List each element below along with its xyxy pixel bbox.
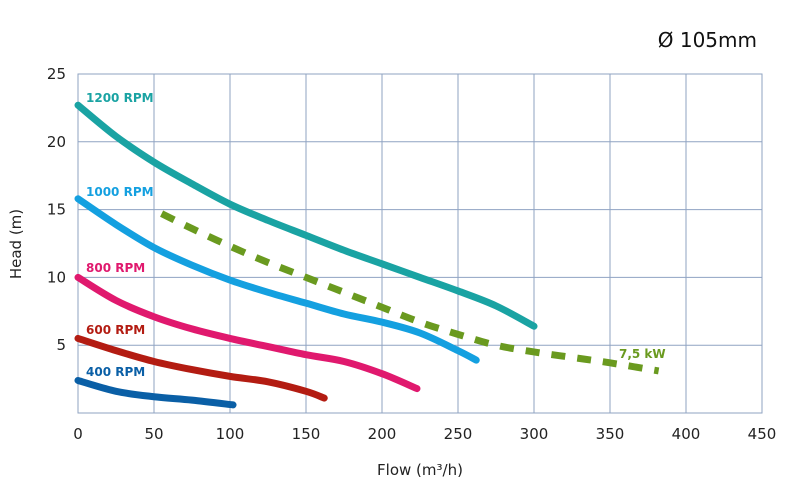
series-labels: 1200 RPM 1000 RPM 800 RPM 600 RPM 400 RPM 7,5… (86, 91, 666, 379)
x-axis-title: Flow (m³/h) (377, 461, 463, 479)
x-axis-ticks: 0 50 100 150 200 250 300 350 400 450 (73, 425, 776, 443)
y-tick-label: 25 (47, 65, 66, 83)
x-tick-label: 0 (73, 425, 83, 443)
impeller-diameter-title: Ø 105mm (658, 28, 757, 52)
x-tick-label: 300 (520, 425, 549, 443)
y-tick-label: 20 (47, 133, 66, 151)
series-group (74, 101, 660, 409)
series-label-600-rpm: 600 RPM (86, 323, 145, 337)
series-line-600-rpm (74, 334, 328, 402)
x-tick-label: 50 (144, 425, 163, 443)
series-line-7-5-kw (160, 210, 660, 375)
series-label-800-rpm: 800 RPM (86, 261, 145, 275)
x-tick-label: 250 (444, 425, 473, 443)
series-line-400-rpm (74, 376, 237, 409)
x-tick-label: 200 (368, 425, 397, 443)
y-axis-ticks: 5 10 15 20 25 (47, 65, 66, 354)
grid (77, 73, 763, 414)
series-label-7-5-kw: 7,5 kW (619, 347, 666, 361)
series-line-1000-rpm (74, 195, 480, 364)
x-tick-label: 100 (216, 425, 245, 443)
series-label-1200-rpm: 1200 RPM (86, 91, 154, 105)
series-label-400-rpm: 400 RPM (86, 365, 145, 379)
x-tick-label: 350 (596, 425, 625, 443)
series-line-1200-rpm (74, 101, 538, 330)
y-axis-title: Head (m) (7, 209, 25, 279)
series-label-1000-rpm: 1000 RPM (86, 185, 154, 199)
series-line-800-rpm (74, 273, 421, 393)
y-tick-label: 5 (56, 336, 66, 354)
x-tick-label: 450 (748, 425, 777, 443)
y-tick-label: 10 (47, 268, 66, 286)
plot-frame (77, 73, 763, 414)
y-tick-label: 15 (47, 201, 66, 219)
x-tick-label: 150 (292, 425, 321, 443)
x-tick-label: 400 (672, 425, 701, 443)
